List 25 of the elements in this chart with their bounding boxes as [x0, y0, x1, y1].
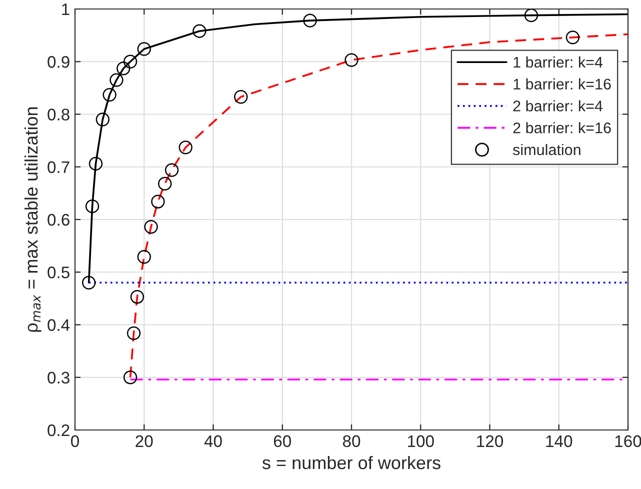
x-tick-label: 20 [136, 435, 153, 448]
legend-label: 1 barrier: k=16 [514, 78, 611, 90]
legend-label: 2 barrier: k=16 [513, 122, 611, 134]
x-tick-label: 40 [204, 435, 222, 448]
legend-label: simulation [512, 144, 580, 156]
x-tick-label: 60 [274, 435, 291, 448]
y-tick-label: 0.5 [48, 266, 70, 278]
y-tick-label: 0.9 [48, 56, 70, 68]
x-tick-label: 100 [408, 435, 434, 448]
y-tick-label: 0.4 [48, 319, 70, 331]
x-tick-label: 80 [342, 435, 360, 448]
x-tick-label: 140 [546, 435, 572, 448]
x-tick-label: 160 [615, 435, 641, 448]
legend-label: 1 barrier: k=4 [514, 56, 603, 68]
x-axis-title: s = number of workers [262, 456, 440, 470]
y-tick-label: 0.2 [48, 424, 70, 436]
y-tick-label: 0.7 [48, 161, 70, 174]
legend-label: 2 barrier: k=4 [513, 100, 603, 112]
y-tick-label: 1 [62, 4, 70, 16]
y-axis-title: ρ$_{max}$ = max stable utilization [24, 107, 42, 332]
y-tick-label: 0.8 [48, 108, 70, 120]
x-tick-label: 120 [477, 435, 504, 448]
x-tick-label: 0 [71, 435, 79, 448]
y-tick-label: 0.6 [48, 214, 70, 226]
y-tick-label: 0.3 [48, 372, 70, 384]
